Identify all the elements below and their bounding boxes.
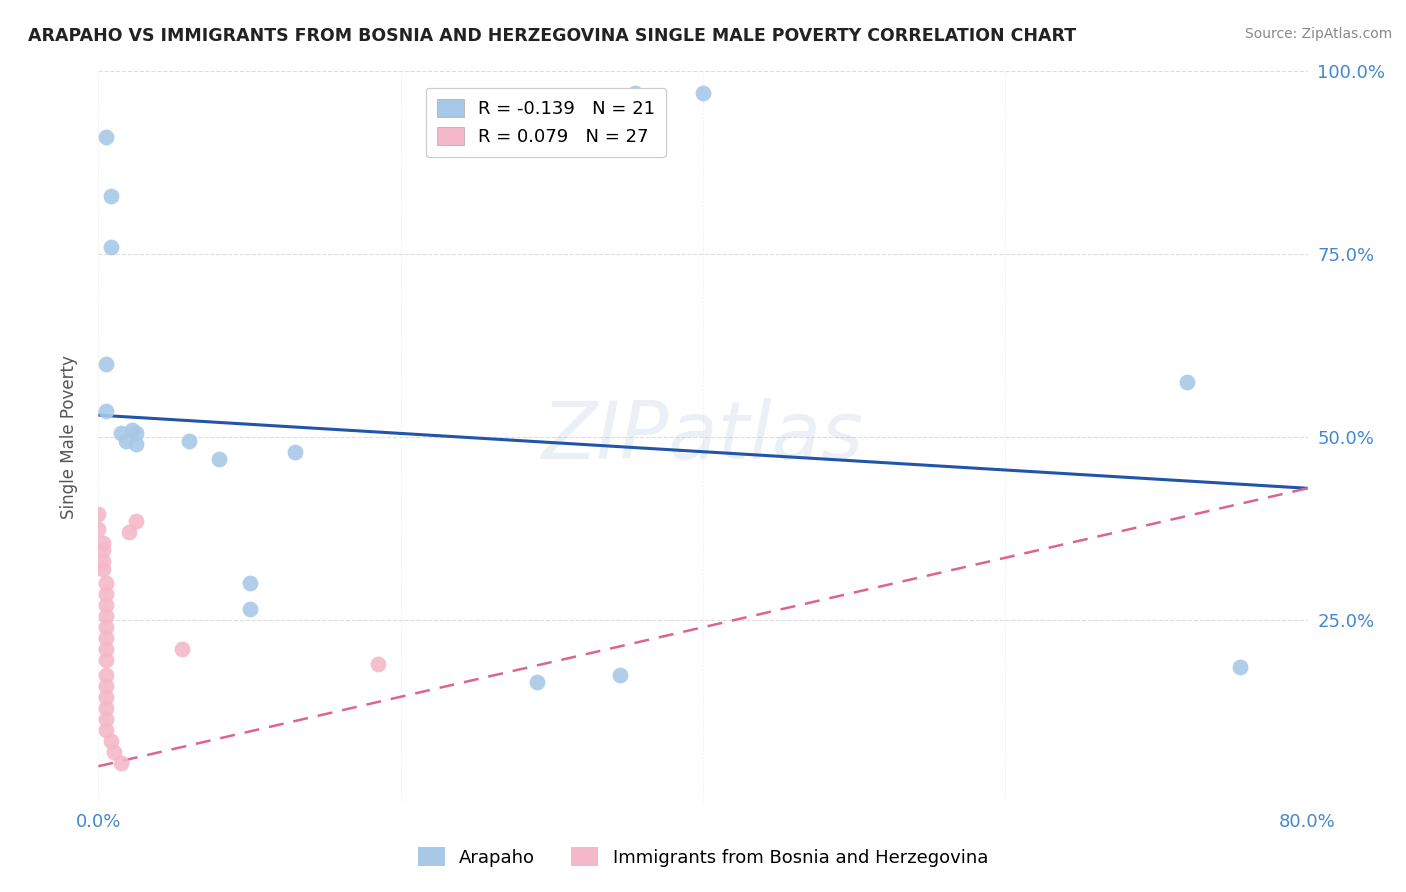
Point	[87, 521, 110, 535]
Point	[91, 554, 114, 568]
Point	[94, 632, 117, 646]
Legend: Arapaho, Immigrants from Bosnia and Herzegovina: Arapaho, Immigrants from Bosnia and Herz…	[411, 840, 995, 874]
Point	[110, 426, 132, 441]
Point	[179, 434, 201, 448]
Point	[367, 657, 389, 671]
Point	[239, 576, 262, 591]
Point	[208, 452, 231, 467]
Point	[94, 599, 117, 613]
Point	[284, 444, 307, 458]
Point	[609, 667, 631, 681]
Point	[118, 525, 141, 540]
Y-axis label: Single Male Poverty: Single Male Poverty	[59, 355, 77, 519]
Point	[1175, 376, 1198, 390]
Point	[692, 87, 714, 101]
Point	[624, 87, 647, 101]
Point	[1229, 660, 1251, 674]
Point	[94, 620, 117, 634]
Point	[125, 514, 148, 528]
Point	[87, 507, 110, 521]
Point	[94, 700, 117, 714]
Point	[100, 188, 122, 202]
Text: ARAPAHO VS IMMIGRANTS FROM BOSNIA AND HERZEGOVINA SINGLE MALE POVERTY CORRELATIO: ARAPAHO VS IMMIGRANTS FROM BOSNIA AND HE…	[28, 27, 1076, 45]
Point	[239, 602, 262, 616]
Point	[94, 130, 117, 145]
Legend: R = -0.139   N = 21, R = 0.079   N = 27: R = -0.139 N = 21, R = 0.079 N = 27	[426, 87, 666, 157]
Point	[94, 642, 117, 657]
Point	[100, 240, 122, 254]
Point	[526, 675, 548, 690]
Point	[121, 423, 143, 437]
Text: Source: ZipAtlas.com: Source: ZipAtlas.com	[1244, 27, 1392, 41]
Point	[125, 437, 148, 451]
Point	[94, 357, 117, 371]
Point	[110, 756, 132, 770]
Point	[91, 562, 114, 576]
Point	[103, 745, 125, 759]
Point	[94, 723, 117, 737]
Point	[91, 536, 114, 550]
Point	[94, 587, 117, 601]
Text: ZIPatlas: ZIPatlas	[541, 398, 865, 476]
Point	[94, 667, 117, 681]
Point	[94, 679, 117, 693]
Point	[94, 690, 117, 704]
Point	[170, 642, 193, 657]
Point	[91, 543, 114, 558]
Point	[114, 434, 136, 448]
Point	[94, 609, 117, 624]
Point	[100, 733, 122, 747]
Point	[125, 426, 148, 441]
Point	[94, 712, 117, 726]
Point	[94, 576, 117, 591]
Point	[94, 653, 117, 667]
Point	[94, 404, 117, 418]
